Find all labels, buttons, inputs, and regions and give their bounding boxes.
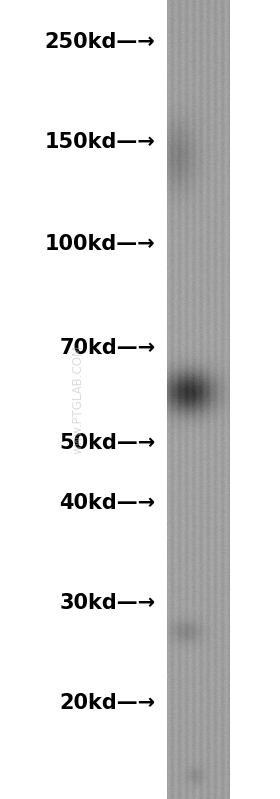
Text: 250kd—→: 250kd—→ [45, 31, 155, 52]
Text: 40kd—→: 40kd—→ [59, 493, 155, 514]
Text: 30kd—→: 30kd—→ [59, 593, 155, 614]
Text: www.PTGLAB.COM: www.PTGLAB.COM [72, 345, 85, 454]
Text: 20kd—→: 20kd—→ [59, 693, 155, 714]
Text: 100kd—→: 100kd—→ [45, 233, 155, 254]
Text: 50kd—→: 50kd—→ [59, 433, 155, 454]
Text: 150kd—→: 150kd—→ [45, 132, 155, 153]
Text: 70kd—→: 70kd—→ [59, 337, 155, 358]
